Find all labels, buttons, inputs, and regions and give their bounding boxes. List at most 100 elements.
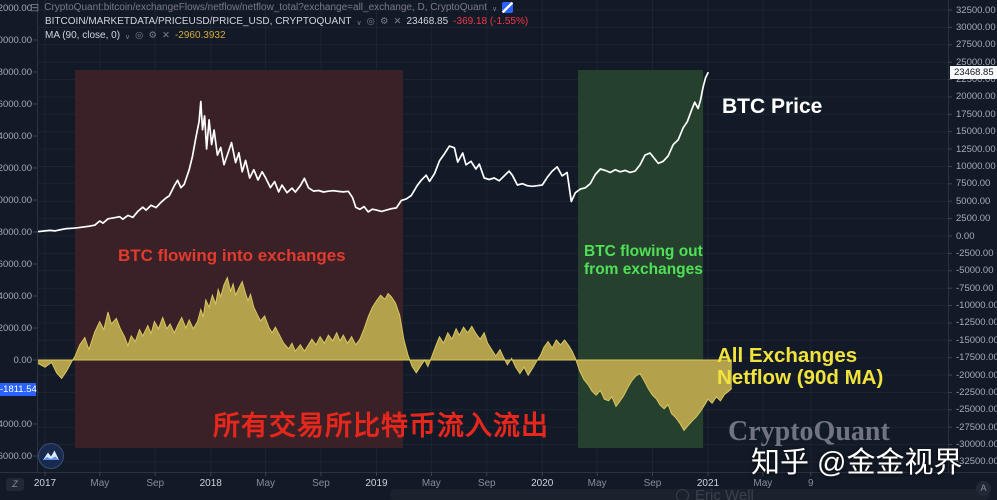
price-last-value: 23468.85 xyxy=(406,16,449,27)
series-title[interactable]: CryptoQuant:bitcoin/exchangeFlows/netflo… xyxy=(44,2,487,13)
time-axis-tick-label: 2019 xyxy=(365,478,388,489)
right-axis-tick-label: 17500.00 xyxy=(956,108,996,120)
right-axis-tick-label: -27500.00 xyxy=(956,421,997,433)
right-axis-tick-label: 25000.00 xyxy=(956,56,996,68)
annotation-outflow-line1: BTC flowing out xyxy=(584,243,703,260)
annotation-chinese: 所有交易所比特币流入流出 xyxy=(213,411,549,441)
cryptoquant-watermark: CryptoQuant xyxy=(728,416,890,447)
right-axis-tick-label: 7500.00 xyxy=(956,178,991,190)
left-axis-tick-label: 18000.00 xyxy=(0,66,32,78)
right-axis-tick-label: 5000.00 xyxy=(956,195,991,207)
layout-icon[interactable]: ⊟ xyxy=(30,1,40,14)
annotation-outflow: BTC flowing out from exchanges xyxy=(584,243,703,278)
close-icon[interactable]: ✕ xyxy=(393,16,402,27)
right-axis-tick-label: -17500.00 xyxy=(956,352,997,364)
right-axis-tick-label: -30000.00 xyxy=(956,439,997,451)
right-axis[interactable]: 32500.00 30000.00 27500.00 25000.00 22500.00… xyxy=(954,0,997,472)
left-axis-tick-label: 8000.00 xyxy=(0,226,32,238)
time-axis-tick-label: 2017 xyxy=(33,478,57,489)
timezone-button[interactable]: Z xyxy=(6,478,24,491)
left-axis-tick-label: 4000.00 xyxy=(0,290,32,302)
close-icon[interactable]: ✕ xyxy=(161,30,170,41)
time-axis-tick-label: Sep xyxy=(643,478,662,489)
left-axis-tick-label: 16000.00 xyxy=(0,98,32,110)
annotation-btc-price: BTC Price xyxy=(722,95,823,118)
left-axis-tick-label: 2000.00 xyxy=(0,322,32,334)
right-axis-tick-label: -7500.00 xyxy=(956,282,994,294)
right-axis-tick-label: -10000.00 xyxy=(956,300,997,312)
right-axis-tick-label: -15000.00 xyxy=(956,334,997,346)
time-axis-tick-label: Sep xyxy=(146,478,165,489)
watermark-circle-icon xyxy=(676,489,689,500)
right-axis-tick-label: 2500.00 xyxy=(956,213,991,225)
left-axis[interactable]: 22000.00 20000.00 18000.00 16000.00 14000.00… xyxy=(0,0,33,472)
left-axis-tick-label: 22000.00 xyxy=(0,2,32,14)
time-axis-tick-label: May xyxy=(421,478,441,489)
time-axis-tick-label: 2020 xyxy=(531,478,554,489)
left-axis-tick-label: 14000.00 xyxy=(0,130,32,142)
bottom-watermark: Eric Well xyxy=(676,487,754,500)
time-axis-tick-label: Sep xyxy=(312,478,330,489)
price-series-row: BITCOIN/MARKETDATA/PRICEUSD/PRICE_USD, C… xyxy=(45,16,528,27)
eye-icon[interactable]: ◎ xyxy=(366,16,375,27)
zhihu-watermark: 知乎 @金金视界 xyxy=(751,447,963,479)
left-axis-tick-label: 6000.00 xyxy=(0,258,32,270)
left-axis-tick-label: 10000.00 xyxy=(0,194,32,206)
right-axis-tick-label: 10000.00 xyxy=(956,160,996,172)
right-axis-tick-label: -32500.00 xyxy=(956,456,997,468)
bottom-watermark-text: Eric Well xyxy=(695,487,754,500)
flow-badge: -1811.54 xyxy=(0,382,37,396)
ma-label[interactable]: MA (90, close, 0) xyxy=(45,30,121,41)
ma-last-value: -2960.3932 xyxy=(174,30,226,41)
right-axis-tick-label: 32500.00 xyxy=(956,4,996,16)
price-badge: 23468.85 xyxy=(950,66,997,80)
right-axis-tick-label: -22500.00 xyxy=(956,386,997,398)
ma-indicator-row: MA (90, close, 0) ∨ ◎ ⚙ ✕ -2960.3932 xyxy=(45,30,226,41)
time-axis[interactable]: 2017 May Sep 2018 May Sep 2019 May Sep 2020 May Sep… xyxy=(0,472,997,500)
left-axis-tick-label: 12000.00 xyxy=(0,162,32,174)
right-axis-tick-label: -12500.00 xyxy=(956,317,997,329)
time-axis-tick-label: May xyxy=(90,478,110,489)
time-axis-tick-label: May xyxy=(587,478,607,489)
annotation-netflow: All Exchanges Netflow (90d MA) xyxy=(717,345,883,389)
right-axis-tick-label: 27500.00 xyxy=(956,39,996,51)
right-axis-tick-label: -2500.00 xyxy=(956,247,994,259)
price-series-label[interactable]: BITCOIN/MARKETDATA/PRICEUSD/PRICE_USD, C… xyxy=(45,16,352,27)
right-axis-tick-label: -25000.00 xyxy=(956,404,997,416)
right-axis-tick-label: 15000.00 xyxy=(956,126,996,138)
time-axis-tick-label: 9 xyxy=(807,478,814,489)
time-axis-tick-label: May xyxy=(753,478,773,489)
time-axis-tick-label: 2018 xyxy=(199,478,222,489)
annotation-netflow-line1: All Exchanges xyxy=(717,344,858,367)
eye-icon[interactable]: ◎ xyxy=(135,30,144,41)
right-axis-tick-label: 30000.00 xyxy=(956,21,996,33)
annotation-netflow-line2: Netflow (90d MA) xyxy=(717,366,884,389)
left-axis-tick-label: -4000.00 xyxy=(0,418,32,430)
left-axis-tick-label: 0.00 xyxy=(13,354,33,366)
time-axis-tick-label: May xyxy=(256,478,276,489)
left-axis-tick-label: -6000.00 xyxy=(0,450,32,462)
right-axis-tick-label: 0.00 xyxy=(956,230,975,242)
gear-icon[interactable]: ⚙ xyxy=(379,16,389,27)
annotation-inflow: BTC flowing into exchanges xyxy=(118,246,346,265)
edit-icon[interactable] xyxy=(502,2,514,13)
left-axis-tick-label: 20000.00 xyxy=(0,34,32,46)
gear-icon[interactable]: ⚙ xyxy=(148,30,157,41)
time-axis-tick-label: Sep xyxy=(477,478,496,489)
right-axis-tick-label: 22500.00 xyxy=(956,74,996,86)
right-axis-tick-label: -20000.00 xyxy=(956,369,997,381)
right-axis-tick-label: -5000.00 xyxy=(956,265,994,277)
chevron-down-icon[interactable]: ∨ xyxy=(356,19,362,27)
chevron-down-icon[interactable]: ∨ xyxy=(125,33,131,41)
chevron-down-icon[interactable]: ∨ xyxy=(491,5,498,13)
series-title-row: ⊟ CryptoQuant:bitcoin/exchangeFlows/netf… xyxy=(30,1,514,14)
time-axis-tick-label: 2021 xyxy=(696,478,720,489)
cryptoquant-logo[interactable] xyxy=(38,443,64,469)
annotation-outflow-line2: from exchanges xyxy=(584,260,703,278)
right-axis-tick-label: 20000.00 xyxy=(956,91,996,103)
auto-scale-button[interactable]: A xyxy=(976,481,991,496)
right-axis-tick-label: 12500.00 xyxy=(956,143,996,155)
price-change: -369.18 (-1.55%) xyxy=(453,16,529,27)
